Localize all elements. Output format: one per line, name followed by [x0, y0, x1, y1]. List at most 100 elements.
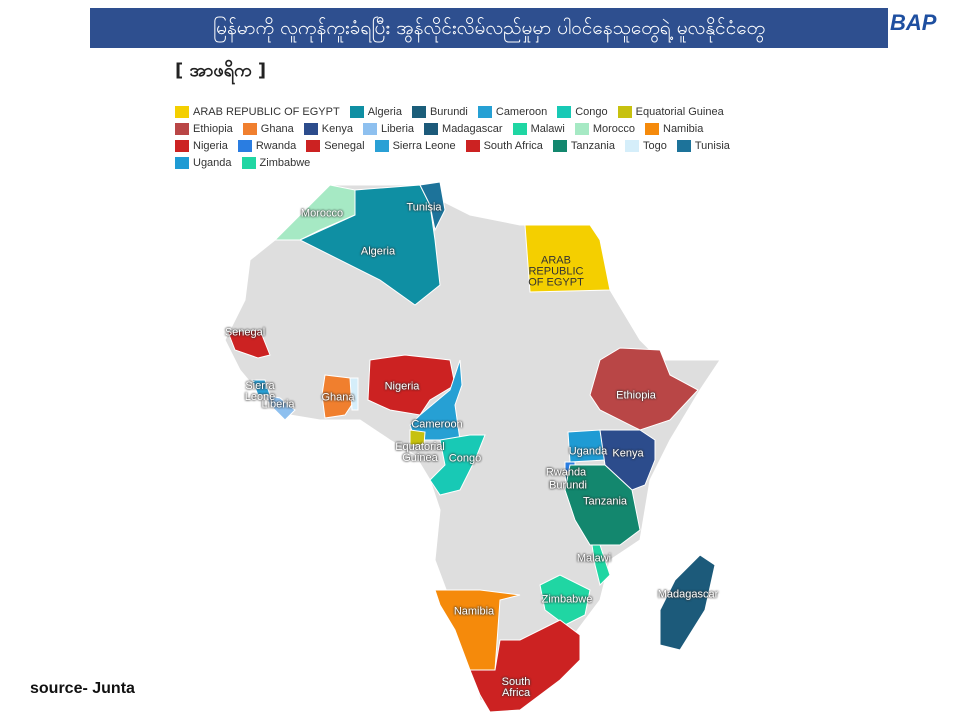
legend-item: Togo	[624, 139, 667, 153]
map-label: Kenya	[612, 447, 644, 460]
map-label: Sierra Leone	[244, 380, 276, 403]
map-label: Namibia	[453, 605, 495, 618]
country	[349, 377, 359, 411]
legend-label: Tanzania	[570, 140, 615, 152]
legend-item: ARAB REPUBLIC OF EGYPT	[175, 105, 340, 119]
country	[591, 544, 611, 586]
legend-label: Ghana	[260, 123, 294, 135]
country	[251, 379, 271, 396]
legend-swatch	[557, 106, 572, 118]
legend-swatch	[349, 106, 364, 118]
map-label: Zimbabwe	[541, 593, 593, 606]
legend-label: Senegal	[324, 140, 365, 152]
legend-label: Ethiopia	[193, 123, 233, 135]
map-label: Burundi	[549, 479, 587, 492]
legend-label: Morocco	[592, 123, 635, 135]
map-label: Equatorial Guinea	[395, 441, 445, 464]
legend-swatch	[306, 140, 321, 152]
map-label: Senegal	[224, 326, 266, 339]
legend-item: Kenya	[303, 122, 353, 136]
legend-item: Uganda	[175, 156, 232, 170]
map-label: Tunisia	[406, 201, 442, 214]
country	[227, 329, 271, 359]
legend-swatch	[363, 123, 377, 135]
legend-swatch	[645, 123, 659, 135]
legend-label: Uganda	[193, 157, 232, 169]
legend-swatch	[424, 123, 439, 135]
country	[409, 429, 426, 446]
legend-label: Sierra Leone	[392, 140, 456, 152]
legend-item: Cameroon	[477, 105, 548, 119]
map-label: Liberia	[261, 398, 295, 411]
legend-item: Namibia	[645, 122, 703, 136]
legend-label: Algeria	[367, 106, 402, 118]
legend-item: South Africa	[465, 139, 543, 153]
legend-swatch	[242, 123, 257, 135]
map-label: Tanzania	[582, 495, 628, 508]
legend-swatch	[617, 106, 632, 118]
legend-label: Tunisia	[694, 140, 730, 152]
legend-label: Burundi	[429, 106, 468, 118]
legend-swatch	[477, 106, 492, 118]
legend-item: Zimbabwe	[241, 156, 310, 170]
legend-swatch	[411, 106, 426, 118]
legend-swatch	[574, 123, 589, 135]
legend-swatch	[465, 140, 480, 152]
legend-item: Sierra Leone	[374, 139, 456, 153]
map-label: ARAB REPUBLIC OF EGYPT	[528, 254, 584, 289]
legend-label: Cameroon	[495, 106, 548, 118]
legend-label: South Africa	[483, 140, 543, 152]
source: source- Junta	[30, 680, 135, 697]
legend-label: Namibia	[663, 123, 704, 135]
legend-swatch	[512, 123, 527, 135]
legend-swatch	[237, 140, 252, 152]
map-label: Uganda	[568, 445, 608, 458]
map-label: Morocco	[300, 207, 344, 220]
title: မြန်မာကို လူကုန်ကူးခံရပြီး အွန်လိုင်းလိမ…	[90, 8, 888, 48]
logo: BAP	[890, 10, 937, 35]
legend-item: Ethiopia	[175, 122, 233, 136]
map-label: Algeria	[360, 245, 396, 258]
map-label: South Africa	[501, 676, 531, 699]
legend-label: Rwanda	[255, 140, 297, 152]
map-label: Ethiopia	[616, 389, 656, 402]
legend-item: Tunisia	[676, 139, 730, 153]
legend-swatch	[175, 106, 189, 118]
legend-item: Algeria	[349, 105, 402, 119]
country	[429, 434, 486, 496]
legend-item: Tanzania	[552, 139, 615, 153]
country	[419, 181, 446, 232]
map-label: Cameroon	[411, 418, 463, 431]
legend-label: Kenya	[321, 123, 353, 135]
country	[469, 619, 581, 713]
legend-label: Madagascar	[442, 123, 503, 135]
country	[298, 184, 441, 306]
map-label: Madagascar	[657, 588, 719, 601]
legend-item: Nigeria	[175, 139, 228, 153]
legend-swatch	[175, 157, 189, 169]
country	[564, 464, 641, 546]
country	[659, 554, 716, 651]
country	[589, 347, 699, 431]
country	[264, 394, 296, 421]
country	[539, 574, 591, 626]
legend-swatch	[175, 140, 189, 152]
legend-item: Burundi	[411, 105, 468, 119]
legend-swatch	[676, 140, 691, 152]
legend-swatch	[303, 123, 318, 135]
map-label: Congo	[448, 452, 482, 465]
legend-item: Ghana	[242, 122, 294, 136]
legend-item: Morocco	[574, 122, 635, 136]
map-label: Nigeria	[384, 380, 420, 393]
legend-swatch	[374, 140, 389, 152]
legend-label: Malawi	[530, 123, 565, 135]
legend-swatch	[552, 140, 567, 152]
legend-label: Congo	[575, 106, 608, 118]
legend-label: Togo	[642, 140, 667, 152]
legend-item: Rwanda	[237, 139, 297, 153]
legend-label: ARAB REPUBLIC OF EGYPT	[193, 106, 340, 118]
legend-item: Liberia	[363, 122, 414, 136]
map-label: Malawi	[576, 552, 612, 565]
